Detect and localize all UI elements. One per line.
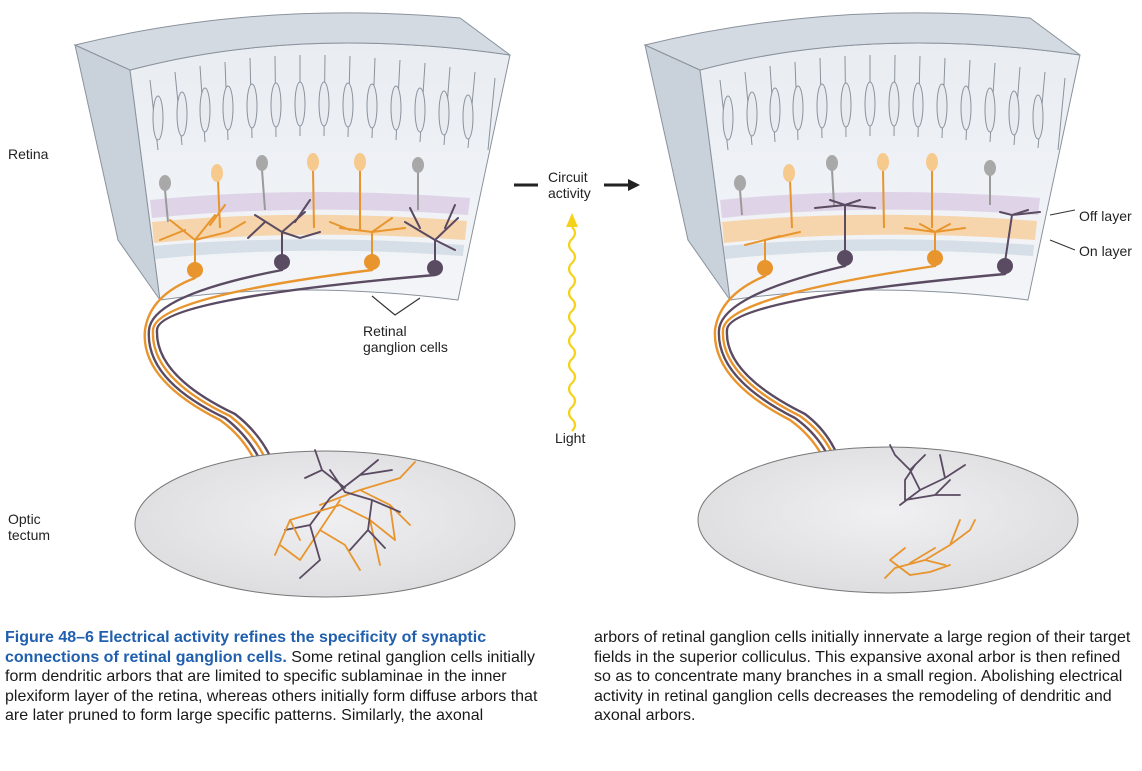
ganglion-cell-left-2 [274,254,290,270]
ganglion-cell-left-4 [427,260,443,276]
off-layer-label: Off layer [1079,208,1132,224]
axon-arbors-right [884,444,976,579]
photoreceptors-left [149,54,496,151]
ganglion-bracket [371,295,421,316]
off-sublamina-left [150,191,470,218]
on-layer-label: On layer [1079,243,1132,259]
optic-tectum-label: Optic tectum [8,511,51,543]
retina-left-body [129,42,511,301]
ganglion-cell-left-1 [187,262,203,278]
off-sublamina-right [720,191,1040,218]
figure-number: Figure 48–6 [5,629,94,646]
retina-right-body [699,42,1081,301]
ganglion-cell-right-3 [927,250,943,266]
caption-right-column: arbors of retinal ganglion cells initial… [594,628,1139,726]
bipolar-cells-left [159,153,424,230]
ganglion-cell-right-2 [837,250,853,266]
ganglion-cell-left-3 [364,254,380,270]
retina-right-top [643,12,1081,71]
axon-arbors-left [274,449,416,579]
caption-left-column: Figure 48–6 Electrical activity refines … [5,628,557,726]
retina-left [73,12,511,316]
retina-right [643,12,1081,301]
caption-body-right: arbors of retinal ganglion cells initial… [594,629,1131,724]
light-label: Light [555,430,586,446]
light-wave [566,213,578,432]
on-sublamina-right [722,214,1037,243]
ganglion-dendrites-left [159,199,459,266]
figure-illustration [73,12,1081,598]
circuit-activity-arrow [514,179,640,191]
photoreceptors-right [719,54,1066,151]
bipolar-cells-right [734,153,996,229]
retina-left-top [73,12,511,71]
off-layer-pointer [1049,209,1076,216]
circuit-activity-label: Circuit activity [548,169,591,201]
retinal-ganglion-cells-label: Retinal ganglion cells [363,323,448,355]
ganglion-cell-right-4 [997,258,1013,274]
ganglion-cell-right-1 [757,260,773,276]
on-layer-pointer [1049,239,1076,251]
caption-body-left: Some retinal ganglion cells initially fo… [5,648,538,725]
retina-label: Retina [8,146,49,162]
ganglion-dendrites-right [744,199,1041,263]
figure-title: Electrical activity refines the specific… [5,629,487,666]
optic-tectum-right [697,446,1079,594]
